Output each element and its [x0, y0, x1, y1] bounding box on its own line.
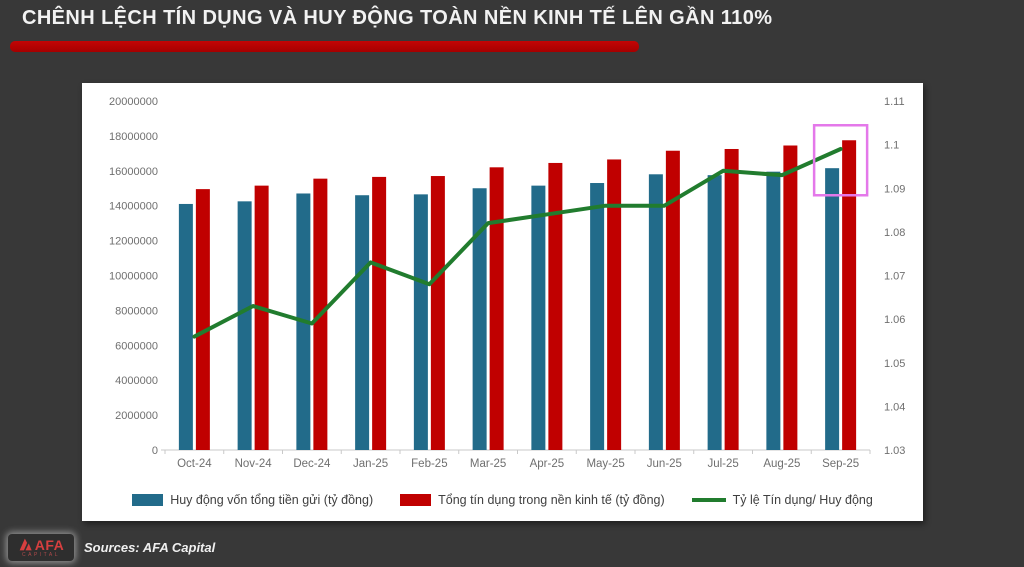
- deposit-bar-Apr-25: [531, 185, 546, 450]
- credit-bar-Mar-25: [489, 167, 504, 450]
- x-axis-label: Sep-25: [822, 458, 859, 470]
- x-axis-label: Nov-24: [235, 458, 273, 470]
- left-axis-tick: 16000000: [109, 166, 158, 178]
- x-axis-label: Oct-24: [177, 458, 212, 470]
- left-axis-tick: 8000000: [115, 305, 158, 317]
- right-axis-tick: 1.11: [884, 96, 905, 108]
- credit-bar-Jan-25: [372, 176, 387, 450]
- credit-bar-Jul-25: [724, 148, 739, 451]
- right-axis-tick: 1.04: [884, 401, 905, 413]
- right-axis-tick: 1.07: [884, 271, 905, 283]
- right-axis-tick: 1.05: [884, 358, 905, 370]
- right-axis-tick: 1.08: [884, 227, 905, 239]
- page-title: CHÊNH LỆCH TÍN DỤNG VÀ HUY ĐỘNG TOÀN NỀN…: [22, 7, 773, 29]
- credit-bar-Apr-25: [548, 162, 563, 450]
- right-axis-tick: 1.03: [884, 445, 905, 457]
- afa-logo-subtext: CAPITAL: [22, 551, 60, 558]
- legend-swatch-line: [691, 498, 726, 502]
- deposit-bar-Sep-25: [825, 168, 840, 450]
- combo-chart: 0 2000000 4000000 6000000 8000000 10000000 120…: [109, 96, 905, 470]
- credit-bar-May-25: [607, 159, 622, 450]
- legend-swatch-bar: [132, 494, 164, 506]
- credit-bar-Feb-25: [430, 176, 445, 450]
- deposit-bar-Jun-25: [648, 174, 663, 450]
- deposit-bar-Mar-25: [472, 188, 487, 450]
- left-axis-tick: 20000000: [109, 96, 158, 108]
- x-axis-label: Feb-25: [411, 458, 447, 470]
- credit-bar-Aug-25: [783, 145, 798, 450]
- x-axis-label: Dec-24: [293, 458, 331, 470]
- left-axis-tick: 14000000: [109, 201, 158, 213]
- right-axis-tick: 1.1: [884, 140, 899, 152]
- chart-legend: Huy động vốn tổng tiền gửi (tỷ đồng) Tổng…: [82, 487, 923, 513]
- left-axis-tick: 18000000: [109, 131, 158, 143]
- ratio-line: [192, 146, 843, 339]
- deposit-bar-Aug-25: [766, 171, 781, 451]
- deposit-bar-Jul-25: [707, 175, 722, 450]
- afa-logo: AFA CAPITAL: [8, 534, 74, 561]
- left-axis-tick: 12000000: [109, 236, 158, 248]
- right-axis-tick: 1.06: [884, 314, 905, 326]
- credit-bar-Jun-25: [665, 150, 680, 451]
- credit-bar-Oct-24: [195, 189, 210, 450]
- x-axis-label: Aug-25: [763, 458, 800, 470]
- left-axis-tick: 0: [152, 445, 158, 457]
- deposit-bar-Oct-24: [178, 203, 193, 450]
- legend-label: Tỷ lệ Tín dụng/ Huy động: [732, 493, 873, 507]
- x-axis-label: Mar-25: [470, 458, 506, 470]
- chart-panel: 0 2000000 4000000 6000000 8000000 10000000 120…: [82, 83, 923, 521]
- legend-item: Tổng tín dụng trong nền kinh tế (tỷ đồng…: [400, 493, 665, 507]
- highlight-box: [812, 124, 869, 197]
- deposit-bar-Nov-24: [237, 201, 252, 450]
- deposit-bar-May-25: [590, 183, 605, 450]
- left-axis-tick: 10000000: [109, 271, 158, 283]
- afa-logo-text: AFA: [34, 536, 65, 553]
- x-axis-label: Jul-25: [707, 458, 738, 470]
- left-axis-tick: 6000000: [115, 340, 158, 352]
- title-underline-bar: [10, 41, 639, 52]
- deposit-bar-Feb-25: [413, 194, 428, 450]
- left-axis-tick: 2000000: [115, 410, 158, 422]
- left-axis-tick: 4000000: [115, 375, 158, 387]
- legend-item: Tỷ lệ Tín dụng/ Huy động: [691, 493, 873, 507]
- x-axis-label: Jan-25: [353, 458, 388, 470]
- credit-bar-Nov-24: [254, 185, 269, 450]
- source-label: Sources: AFA Capital: [84, 540, 216, 555]
- x-axis-label: May-25: [586, 458, 624, 470]
- right-axis-tick: 1.09: [884, 183, 905, 195]
- deposit-bar-Jan-25: [355, 195, 370, 450]
- x-axis-label: Apr-25: [530, 458, 565, 470]
- legend-item: Huy động vốn tổng tiền gửi (tỷ đồng): [132, 493, 373, 507]
- x-axis-label: Jun-25: [647, 458, 682, 470]
- credit-bar-Sep-25: [842, 140, 857, 450]
- legend-label: Huy động vốn tổng tiền gửi (tỷ đồng): [170, 493, 374, 507]
- legend-label: Tổng tín dụng trong nền kinh tế (tỷ đồng…: [438, 493, 665, 507]
- legend-swatch-bar: [400, 494, 432, 506]
- afa-logo-icon: [19, 538, 32, 551]
